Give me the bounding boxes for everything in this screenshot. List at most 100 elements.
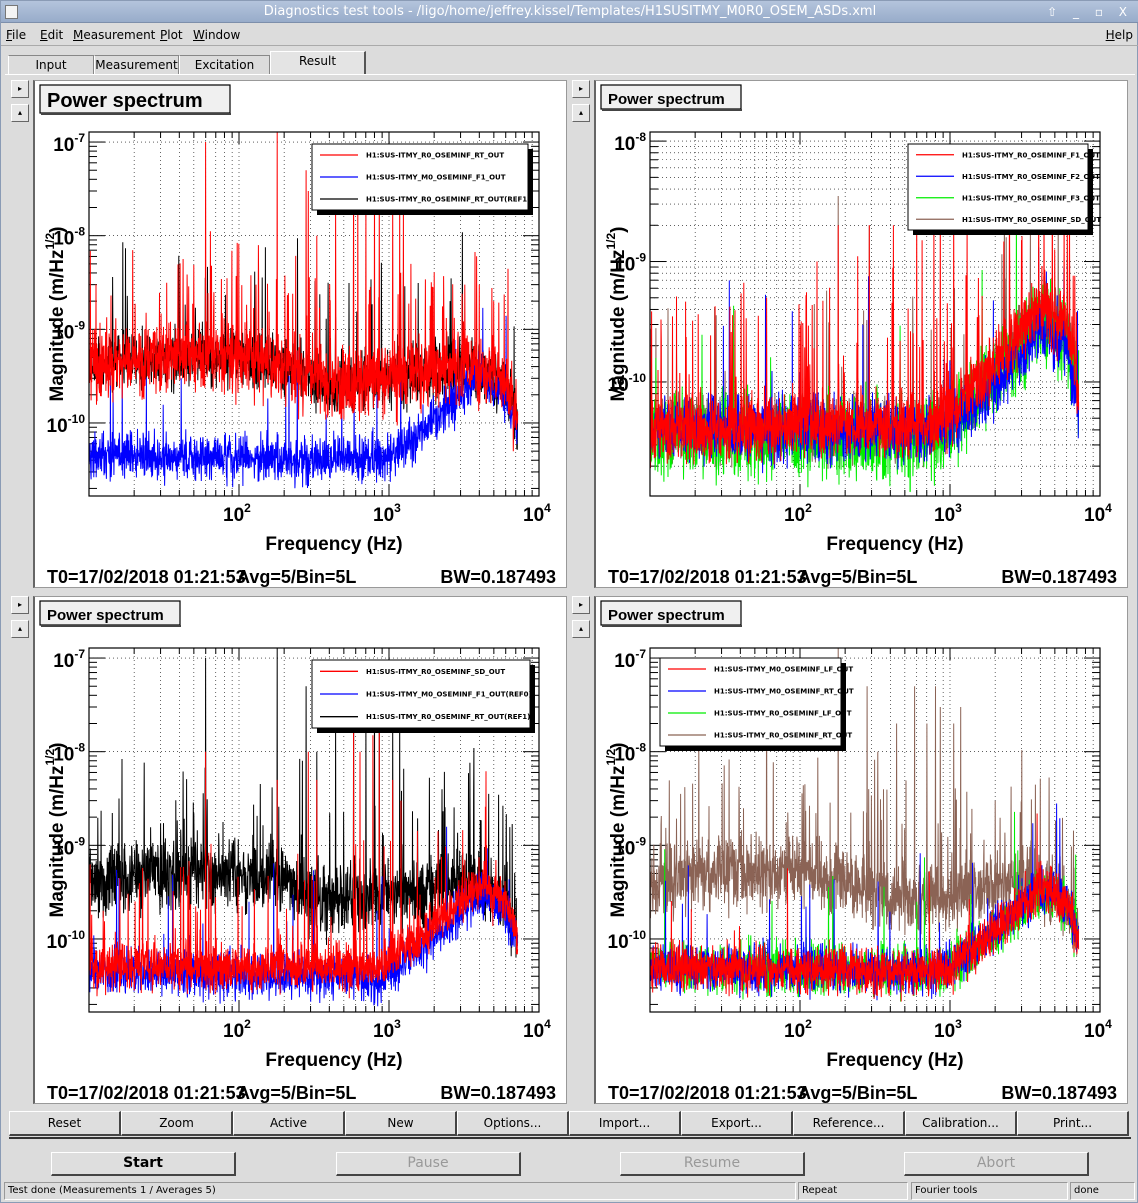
- plot-frame: [649, 131, 1101, 497]
- spectrum-chart: Power spectrum 102 103 104 10-7 10-8 10-9 10-10…: [600, 600, 1117, 1103]
- reference-button[interactable]: Reference...: [793, 1111, 905, 1136]
- abort-button[interactable]: Abort: [904, 1152, 1089, 1176]
- active-button[interactable]: Active: [233, 1111, 345, 1136]
- tab-input[interactable]: Input: [8, 55, 94, 74]
- footer-avg: Avg=5/Bin=5L: [798, 1083, 917, 1103]
- x-tick-label: 102: [223, 501, 251, 526]
- x-tick-label: 103: [373, 501, 401, 526]
- y-tick-label: 10-8: [53, 225, 85, 250]
- y-tick-label: 10-10: [47, 928, 86, 953]
- calibration-button[interactable]: Calibration...: [905, 1111, 1017, 1136]
- tab-excitation[interactable]: Excitation: [179, 55, 270, 74]
- legend-label: H1:SUS-ITMY_R0_OSEMINF_SD_OUT: [962, 216, 1101, 224]
- print-button[interactable]: Print...: [1017, 1111, 1129, 1136]
- expand-right-button-1[interactable]: ▸: [11, 80, 29, 98]
- expand-up-button-1[interactable]: ▴: [11, 104, 29, 122]
- status-message: Test done (Measurements 1 / Averages 5): [4, 1182, 796, 1200]
- menu-help[interactable]: Help: [1105, 28, 1133, 42]
- footer-t0: T0=17/02/2018 01:21:53: [47, 567, 246, 587]
- footer-bw: BW=0.187493: [440, 567, 556, 587]
- menu-bar: File Edit Measurement Plot Window Help: [1, 24, 1138, 46]
- plot-toolbar: Reset Zoom Active New Options... Import.…: [9, 1109, 1131, 1139]
- tab-divider: [5, 74, 1135, 75]
- legend-label: H1:SUS-ITMY_R0_OSEMINF_RT_OUT(REF1): [366, 196, 530, 204]
- y-tick-label: 10-10: [608, 928, 647, 953]
- y-tick-label: 10-8: [614, 130, 646, 155]
- expand-right-button-2[interactable]: ▸: [572, 80, 590, 98]
- title-box: [600, 600, 742, 626]
- plot-frame: [88, 647, 540, 1013]
- footer-avg: Avg=5/Bin=5L: [237, 567, 356, 587]
- chart-title: Power spectrum: [47, 607, 164, 624]
- expand-up-button-3[interactable]: ▴: [11, 620, 29, 638]
- plot-panel-3[interactable]: Power spectrum 102 103 104 10-7 10-8 10-9 10-10…: [33, 596, 567, 1104]
- x-tick-label: 103: [373, 1017, 401, 1042]
- reset-button[interactable]: Reset: [9, 1111, 121, 1136]
- tab-measurement[interactable]: Measurement: [94, 55, 179, 74]
- window-controls[interactable]: ⇧ _ ▫ X: [1047, 5, 1133, 19]
- footer-t0: T0=17/02/2018 01:21:53: [47, 1083, 246, 1103]
- zoom-button[interactable]: Zoom: [121, 1111, 233, 1136]
- export-button[interactable]: Export...: [681, 1111, 793, 1136]
- y-tick-label: 10-9: [53, 834, 85, 859]
- plot-frame: [649, 647, 1101, 1013]
- chart-title: Power spectrum: [47, 90, 203, 112]
- y-tick-label: 10-9: [614, 251, 646, 276]
- x-tick-label: 104: [523, 501, 551, 526]
- legend-label: H1:SUS-ITMY_M0_OSEMINF_LF_OUT: [714, 666, 853, 674]
- footer-bw: BW=0.187493: [440, 1083, 556, 1103]
- footer-bw: BW=0.187493: [1001, 567, 1117, 587]
- spectrum-chart: Power spectrum 102 103 104 10-7 10-8 10-9 10-10…: [39, 84, 556, 587]
- plot-panel-2[interactable]: Power spectrum 102 103 104 10-8 10-9 10-10 Freq…: [594, 80, 1128, 588]
- pause-button[interactable]: Pause: [336, 1152, 521, 1176]
- menu-window[interactable]: Window: [193, 28, 241, 42]
- title-bar: Diagnostics test tools - /ligo/home/jeff…: [1, 1, 1138, 23]
- x-axis-label: Frequency (Hz): [265, 534, 402, 555]
- menu-edit[interactable]: Edit: [40, 28, 64, 42]
- expand-right-button-4[interactable]: ▸: [572, 596, 590, 614]
- new-button[interactable]: New: [345, 1111, 457, 1136]
- menu-measurement[interactable]: Measurement: [73, 28, 156, 42]
- menu-file[interactable]: File: [6, 28, 27, 42]
- options-button[interactable]: Options...: [457, 1111, 569, 1136]
- y-axis-label: Magnitude (m/Hz1/2): [604, 742, 629, 917]
- x-tick-label: 104: [1084, 1017, 1112, 1042]
- expand-up-button-4[interactable]: ▴: [572, 620, 590, 638]
- y-tick-label: 10-10: [47, 412, 86, 437]
- footer-avg: Avg=5/Bin=5L: [798, 567, 917, 587]
- status-state: done: [1070, 1182, 1135, 1200]
- legend: H1:SUS-ITMY_R0_OSEMINF_SD_OUT H1:SUS-ITMY…: [311, 659, 535, 733]
- y-tick-label: 10-8: [53, 741, 85, 766]
- y-tick-label: 10-7: [53, 131, 85, 156]
- resume-button[interactable]: Resume: [620, 1152, 805, 1176]
- window-title: Diagnostics test tools - /ligo/home/jeff…: [263, 4, 877, 19]
- import-button[interactable]: Import...: [569, 1111, 681, 1136]
- legend-label: H1:SUS-ITMY_M0_OSEMINF_F1_OUT: [366, 174, 506, 182]
- series-line: [89, 132, 519, 452]
- plot-panel-4[interactable]: Power spectrum 102 103 104 10-7 10-8 10-9 10-10…: [594, 596, 1128, 1104]
- title-box: [39, 84, 231, 114]
- y-tick-label: 10-9: [614, 834, 646, 859]
- legend-label: H1:SUS-ITMY_R0_OSEMINF_LF_OUT: [714, 710, 852, 718]
- x-tick-label: 104: [523, 1017, 551, 1042]
- tab-result[interactable]: Result: [270, 51, 366, 74]
- chart-title: Power spectrum: [608, 607, 725, 624]
- series-line: [650, 813, 1080, 1002]
- y-axis-label: Magnitude (m/Hz1/2): [604, 226, 629, 401]
- legend: H1:SUS-ITMY_R0_OSEMINF_RT_OUT H1:SUS-ITMY…: [311, 143, 533, 215]
- expand-right-button-3[interactable]: ▸: [11, 596, 29, 614]
- y-tick-label: 10-8: [614, 741, 646, 766]
- menu-plot[interactable]: Plot: [160, 28, 183, 42]
- expand-up-button-2[interactable]: ▴: [572, 104, 590, 122]
- footer-t0: T0=17/02/2018 01:21:53: [608, 1083, 807, 1103]
- plot-panel-1[interactable]: Power spectrum 102 103 104 10-7 10-8 10-9 10-10…: [33, 80, 567, 588]
- title-box: [600, 84, 742, 110]
- start-button[interactable]: Start: [51, 1152, 236, 1176]
- y-axis-label: Magnitude (m/Hz1/2): [43, 742, 68, 917]
- x-tick-label: 102: [223, 1017, 251, 1042]
- legend-label: H1:SUS-ITMY_R0_OSEMINF_RT_OUT(REF1): [366, 713, 530, 721]
- legend-label: H1:SUS-ITMY_M0_OSEMINF_F1_OUT(REF0): [366, 691, 532, 699]
- status-mode: Repeat: [798, 1182, 908, 1200]
- legend-label: H1:SUS-ITMY_R0_OSEMINF_RT_OUT: [714, 732, 852, 740]
- footer-t0: T0=17/02/2018 01:21:53: [608, 567, 807, 587]
